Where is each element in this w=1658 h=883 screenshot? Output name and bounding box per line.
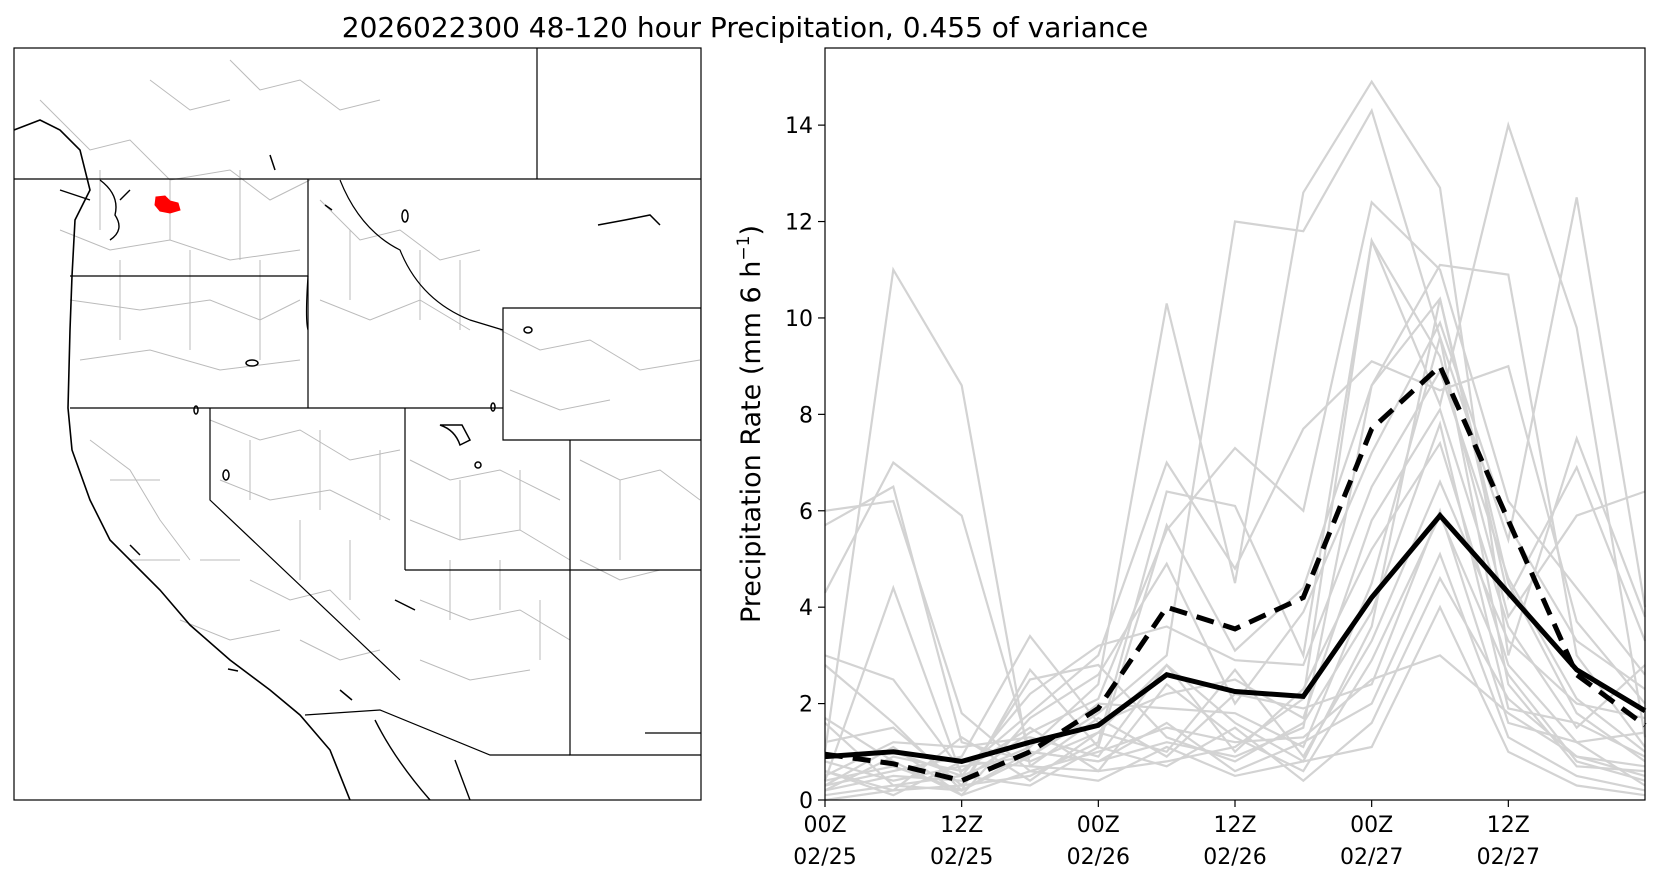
basin-map [13, 47, 702, 801]
member-line-10 [824, 296, 1647, 793]
x-tick-label-date: 02/26 [1067, 845, 1130, 870]
member-line-7 [824, 200, 1646, 792]
member-line-8 [824, 237, 1646, 792]
y-tick-label: 2 [799, 693, 813, 718]
member-line-11 [824, 320, 1646, 797]
x-axis-ticks: 00Z 02/25 12Z 02/25 00Z 02/26 12Z 02/26 00Z 02/27… [793, 800, 1540, 870]
baja-coast [374, 719, 471, 800]
member-line-5 [823, 79, 1647, 782]
x-tick-label-time: 00Z [1077, 813, 1120, 838]
member-line-3 [824, 263, 1646, 763]
x-tick-label-time: 12Z [940, 813, 983, 838]
dashed-series-line [824, 362, 1647, 784]
x-tick-label-date: 02/25 [793, 845, 856, 870]
chart-frame [824, 47, 1646, 801]
y-axis-label: Precipitation Rate (mm 6 h−1) [734, 225, 767, 623]
basin-boundaries [39, 59, 701, 681]
member-line-22 [824, 604, 1646, 797]
y-axis-ticks: 0 2 4 6 8 10 12 14 [785, 114, 825, 814]
x-tick-label-time: 00Z [803, 813, 846, 838]
x-tick-label-time: 00Z [1350, 813, 1393, 838]
member-line-21 [824, 575, 1646, 787]
y-tick-label: 6 [799, 500, 813, 525]
lakes [129, 154, 661, 701]
mean-series-line [824, 511, 1647, 764]
member-line-18 [824, 512, 1646, 792]
highlighted-basin [154, 195, 181, 214]
x-tick-label-date: 02/27 [1477, 845, 1540, 870]
y-tick-label: 10 [785, 307, 813, 332]
member-line-1 [824, 499, 1646, 777]
member-line-16 [824, 420, 1646, 788]
y-tick-label: 0 [799, 789, 813, 814]
x-tick-label-date: 02/26 [1203, 845, 1266, 870]
figure-title: 2026022300 48-120 hour Precipitation, 0.… [342, 11, 1148, 44]
member-line-20 [824, 551, 1646, 792]
member-line-14 [824, 440, 1646, 777]
member-line-4 [823, 121, 1647, 773]
coastline [14, 119, 351, 800]
member-line-13 [824, 406, 1646, 787]
ensemble-members [823, 79, 1647, 802]
puget-sound [59, 179, 131, 241]
member-line-15 [824, 336, 1646, 782]
y-tick-label: 12 [785, 211, 813, 236]
summary-lines [824, 362, 1647, 784]
x-tick-label-time: 12Z [1487, 813, 1530, 838]
member-line-17 [824, 479, 1646, 802]
y-tick-label: 14 [785, 114, 813, 139]
x-tick-label-time: 12Z [1213, 813, 1256, 838]
map-frame [13, 47, 702, 801]
x-tick-label-date: 02/25 [930, 845, 993, 870]
member-line-2 [824, 298, 1646, 763]
y-tick-label: 8 [799, 403, 813, 428]
y-tick-label: 4 [799, 596, 813, 621]
state-borders [14, 48, 701, 756]
x-tick-label-date: 02/27 [1340, 845, 1403, 870]
